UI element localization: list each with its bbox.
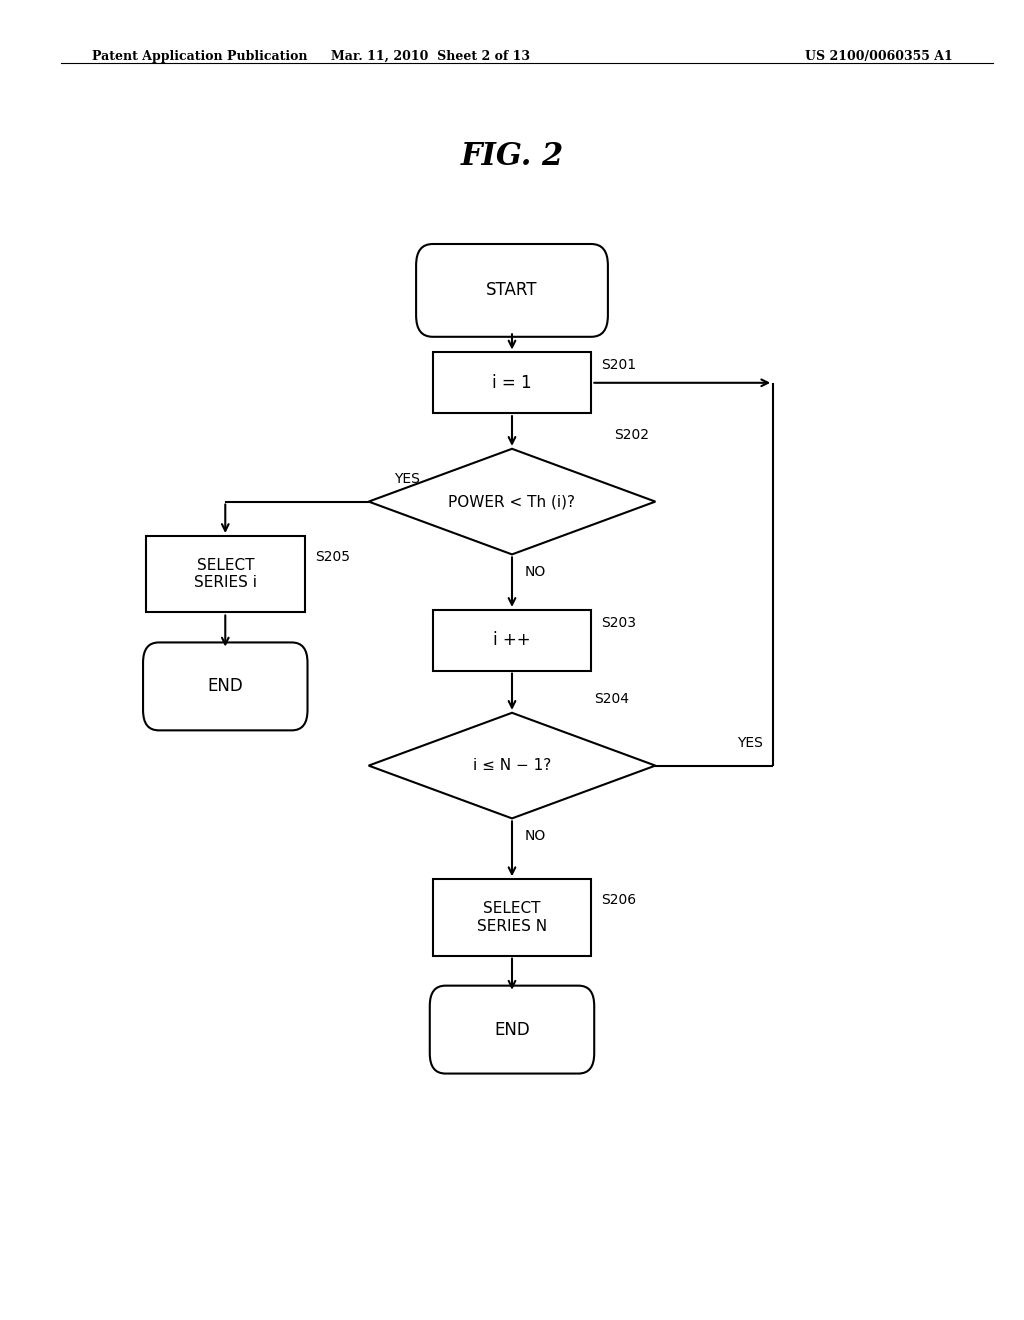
Text: US 2100/0060355 A1: US 2100/0060355 A1 <box>805 50 952 63</box>
Text: END: END <box>495 1020 529 1039</box>
Text: i = 1: i = 1 <box>493 374 531 392</box>
Bar <box>432 879 592 956</box>
FancyBboxPatch shape <box>143 643 307 730</box>
Polygon shape <box>369 713 655 818</box>
Text: YES: YES <box>737 735 763 750</box>
Text: SELECT
SERIES i: SELECT SERIES i <box>194 558 257 590</box>
Bar <box>432 610 592 671</box>
Text: i ≤ N − 1?: i ≤ N − 1? <box>473 758 551 774</box>
FancyBboxPatch shape <box>430 986 594 1073</box>
Bar <box>432 352 592 413</box>
Text: START: START <box>486 281 538 300</box>
Text: i ++: i ++ <box>494 631 530 649</box>
Text: S202: S202 <box>614 428 649 442</box>
Text: END: END <box>208 677 243 696</box>
Text: Patent Application Publication: Patent Application Publication <box>92 50 307 63</box>
Text: SELECT
SERIES N: SELECT SERIES N <box>477 902 547 933</box>
Text: S206: S206 <box>602 892 637 907</box>
Text: Mar. 11, 2010  Sheet 2 of 13: Mar. 11, 2010 Sheet 2 of 13 <box>331 50 529 63</box>
Text: YES: YES <box>394 471 420 486</box>
Text: S204: S204 <box>594 692 629 706</box>
FancyBboxPatch shape <box>416 244 608 337</box>
Text: S205: S205 <box>315 549 350 564</box>
Text: NO: NO <box>524 829 546 843</box>
Text: S201: S201 <box>602 358 637 372</box>
Bar <box>146 536 305 612</box>
Polygon shape <box>369 449 655 554</box>
Text: NO: NO <box>524 565 546 579</box>
Text: FIG. 2: FIG. 2 <box>461 141 563 172</box>
Text: S203: S203 <box>602 615 637 630</box>
Text: POWER < Th (i)?: POWER < Th (i)? <box>449 494 575 510</box>
